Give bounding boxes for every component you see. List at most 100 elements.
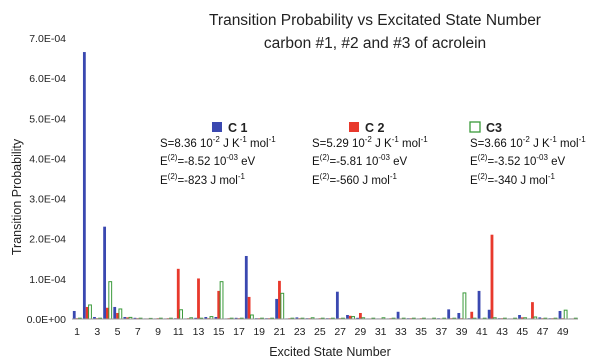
bar-c2 xyxy=(247,296,251,319)
bar-c1 xyxy=(346,314,349,319)
bar-c1 xyxy=(356,317,360,319)
bar-c2 xyxy=(126,317,130,319)
bar-c1 xyxy=(335,291,339,319)
x-tick-label: 43 xyxy=(496,326,508,338)
bar-c1 xyxy=(133,317,137,319)
bar-c3 xyxy=(179,309,183,320)
x-tick-label: 35 xyxy=(415,326,427,338)
x-tick-label: 41 xyxy=(476,326,488,338)
x-tick-label: 7 xyxy=(135,326,141,338)
bar-c1 xyxy=(82,52,86,320)
bar-c2 xyxy=(85,306,89,319)
y-tick-label: 1.0E-04 xyxy=(29,274,66,286)
annotation-line: S=8.36 10-2 J K-1 mol-1 xyxy=(160,135,276,150)
annotation-line: E(2)=-8.52 10-03 eV xyxy=(160,153,256,168)
annotation-line: E(2)=-3.52 10-03 eV xyxy=(470,153,566,168)
x-tick-label: 15 xyxy=(213,326,225,338)
x-tick-label: 23 xyxy=(294,326,306,338)
x-axis-ticks: 1 3 5 7 9 11 13 15 17 19 21 23 25 27 29 31 33 35 37 39 41 43 4… xyxy=(74,326,569,338)
bar-c2 xyxy=(217,290,221,319)
bar-c1 xyxy=(396,311,400,319)
annotation-block: S=8.36 10-2 J K-1 mol-1 E(2)=-8.52 10-03 … xyxy=(160,135,276,187)
legend-label: C3 xyxy=(486,121,502,135)
bar-c1 xyxy=(518,314,521,319)
y-tick-label: 4.0E-04 xyxy=(29,153,66,165)
bar-c2 xyxy=(197,278,200,319)
legend-label: C 2 xyxy=(365,121,385,135)
y-tick-label: 7.0E-04 xyxy=(29,33,66,45)
x-axis-label: Excited State Number xyxy=(269,345,391,359)
x-tick-label: 5 xyxy=(115,326,121,338)
y-axis-ticks: 0.0E+00 1.0E-04 2.0E-04 3.0E-04 4.0E-04 5.0E-… xyxy=(27,33,67,326)
bar-c1 xyxy=(113,306,117,319)
bar-c2 xyxy=(520,317,524,319)
bar-c1 xyxy=(234,317,238,319)
bar-c2 xyxy=(176,268,180,319)
x-tick-label: 13 xyxy=(193,326,205,338)
bar-c3 xyxy=(219,281,224,320)
x-tick-label: 25 xyxy=(314,326,326,338)
bar-c1 xyxy=(295,317,299,319)
x-tick-label: 39 xyxy=(456,326,468,338)
y-axis-label: Transition Probability xyxy=(10,138,24,255)
annotation-block: S=3.66 10-2 J K-1 mol-1 E(2)=-3.52 10-03 … xyxy=(470,135,586,187)
bar-c1 xyxy=(457,312,461,319)
bar-c1 xyxy=(447,309,451,319)
bar-c2 xyxy=(531,302,534,319)
annotation-line: E(2)=-5.81 10-03 eV xyxy=(312,153,408,168)
bar-c3 xyxy=(462,292,467,320)
bar-c1 xyxy=(244,255,248,319)
x-tick-label: 19 xyxy=(253,326,265,338)
x-tick-label: 3 xyxy=(94,326,100,338)
chart-subtitle: carbon #1, #2 and #3 of acrolein xyxy=(264,35,486,52)
x-tick-label: 31 xyxy=(375,326,387,338)
x-tick-label: 17 xyxy=(233,326,245,338)
bar-c1 xyxy=(275,298,279,319)
bar-c3 xyxy=(108,281,113,320)
bar-c3 xyxy=(118,308,123,320)
bar-c2 xyxy=(490,234,494,319)
annotation-block: S=5.29 10-2 J K-1 mol-1 E(2)=-5.81 10-03 … xyxy=(312,135,428,187)
bar-c2 xyxy=(359,312,362,319)
x-tick-label: 37 xyxy=(436,326,448,338)
bar-c1 xyxy=(558,310,562,319)
legend-label: C 1 xyxy=(228,121,248,135)
annotation-line: E(2)=-560 J mol-1 xyxy=(312,172,398,187)
x-tick-label: 45 xyxy=(516,326,528,338)
bar-c3 xyxy=(280,292,285,320)
bar-c3 xyxy=(250,314,254,320)
bar-c3 xyxy=(563,309,568,320)
y-tick-label: 3.0E-04 xyxy=(29,194,66,206)
x-tick-label: 9 xyxy=(155,326,161,338)
annotation-line: E(2)=-823 J mol-1 xyxy=(160,172,246,187)
bar-c2 xyxy=(470,311,474,319)
bar-c1 xyxy=(204,316,208,319)
bar-c1 xyxy=(538,317,542,319)
x-tick-label: 1 xyxy=(74,326,80,338)
bar-c1 xyxy=(194,317,198,319)
annotation-line: S=5.29 10-2 J K-1 mol-1 xyxy=(312,135,428,150)
x-tick-label: 33 xyxy=(395,326,407,338)
y-tick-label: 0.0E+00 xyxy=(27,314,67,326)
legend-swatch xyxy=(469,121,481,133)
x-tick-label: 21 xyxy=(274,326,286,338)
annotation-line: S=3.66 10-2 J K-1 mol-1 xyxy=(470,135,586,150)
x-tick-label: 49 xyxy=(557,326,569,338)
bar-c1 xyxy=(72,310,76,319)
y-tick-label: 2.0E-04 xyxy=(29,234,66,246)
y-tick-label: 5.0E-04 xyxy=(29,113,66,125)
bar-c1 xyxy=(103,226,107,319)
bar-c2 xyxy=(278,280,281,319)
annotation-line: E(2)=-340 J mol-1 xyxy=(470,172,556,187)
bar-c2 xyxy=(116,312,119,319)
bar-c1 xyxy=(93,316,96,319)
y-tick-label: 6.0E-04 xyxy=(29,73,66,85)
legend-swatch xyxy=(349,122,359,132)
bar-c2 xyxy=(348,315,352,319)
x-tick-label: 29 xyxy=(355,326,367,338)
annotations: S=8.36 10-2 J K-1 mol-1 E(2)=-8.52 10-03 … xyxy=(160,135,586,187)
x-tick-label: 27 xyxy=(334,326,346,338)
bar-c1 xyxy=(214,316,218,319)
bar-c1 xyxy=(123,316,127,319)
x-tick-label: 47 xyxy=(537,326,549,338)
